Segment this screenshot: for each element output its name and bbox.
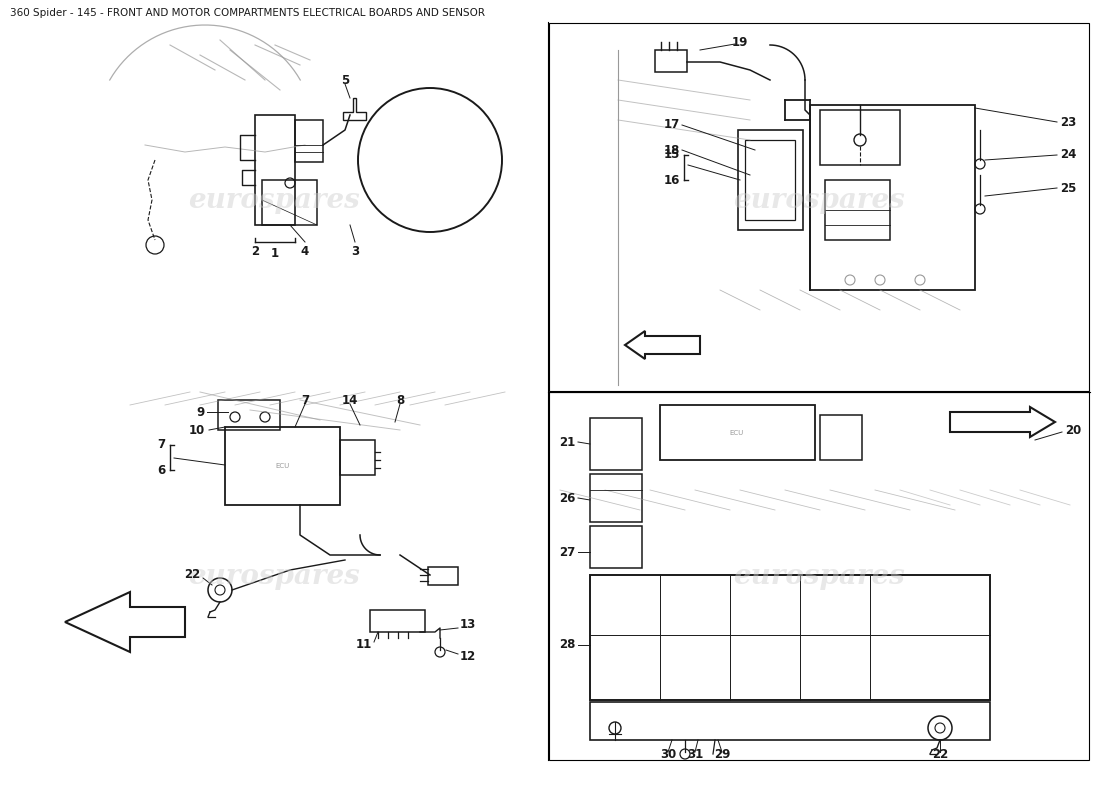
Bar [295,120,323,162]
Text: 23: 23 [1060,115,1076,129]
Bar [262,180,317,225]
Text: 14: 14 [342,394,359,406]
Text: eurospares: eurospares [733,562,905,590]
Text: 22: 22 [932,749,948,762]
Bar [590,575,990,700]
Bar [820,110,900,165]
Text: 12: 12 [460,650,476,663]
Text: 3: 3 [351,245,359,258]
Bar [820,415,862,460]
Bar [218,400,280,430]
Bar [738,130,803,230]
Text: 28: 28 [559,638,575,651]
Text: 22: 22 [184,569,200,582]
Text: 19: 19 [732,35,748,49]
FancyArrow shape [625,331,700,359]
Text: 27: 27 [559,546,575,558]
Text: 18: 18 [663,143,680,157]
Text: 21: 21 [559,435,575,449]
Text: ECU: ECU [730,430,744,436]
Text: 24: 24 [1060,149,1077,162]
Text: 7: 7 [301,394,309,406]
Text: 360 Spider - 145 - FRONT AND MOTOR COMPARTMENTS ELECTRICAL BOARDS AND SENSOR: 360 Spider - 145 - FRONT AND MOTOR COMPA… [10,8,485,18]
Text: 6: 6 [156,463,165,477]
Text: 15: 15 [663,149,680,162]
Bar [590,702,990,740]
Text: 17: 17 [663,118,680,131]
Text: 7: 7 [157,438,165,451]
Bar [370,610,425,632]
Text: 25: 25 [1060,182,1077,194]
Text: 2: 2 [251,245,260,258]
Text: 13: 13 [460,618,476,631]
Text: 9: 9 [197,406,205,418]
FancyArrow shape [950,407,1055,437]
Text: eurospares: eurospares [733,186,905,214]
Bar [825,180,890,240]
Text: 5: 5 [341,74,349,86]
Bar [810,105,975,290]
Text: 8: 8 [396,394,404,406]
Text: 16: 16 [663,174,680,186]
Text: eurospares: eurospares [188,562,360,590]
Text: 4: 4 [301,245,309,258]
Bar [255,115,295,225]
Text: 29: 29 [714,749,730,762]
Bar [428,567,458,585]
Bar [340,440,375,475]
Bar [226,427,340,505]
Text: 31: 31 [686,749,703,762]
Bar [590,474,642,522]
Text: ECU: ECU [275,463,289,469]
Text: 20: 20 [1065,423,1081,437]
Text: 10: 10 [189,423,205,437]
Bar [549,392,1089,760]
Text: eurospares: eurospares [188,186,360,214]
Bar [660,405,815,460]
Bar [590,526,642,568]
Bar [590,418,642,470]
Bar [745,140,795,220]
Bar [549,23,1089,391]
Polygon shape [65,592,185,652]
Text: 30: 30 [660,749,676,762]
Bar [654,50,688,72]
Text: 26: 26 [559,491,575,505]
Text: 1: 1 [271,247,279,260]
Text: 11: 11 [355,638,372,651]
